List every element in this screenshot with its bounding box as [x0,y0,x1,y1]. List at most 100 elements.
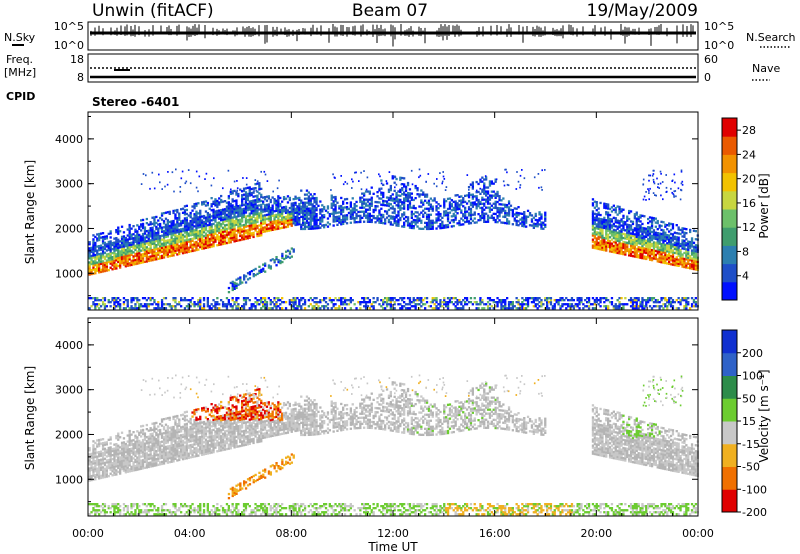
heatmap-cell [162,254,166,257]
heatmap-cell [612,234,615,238]
heatmap-cell [414,219,417,222]
heatmap-cell [521,224,524,228]
heatmap-cell [174,299,177,302]
heatmap-cell [380,213,383,216]
heatmap-cell [626,215,629,218]
heatmap-cell [624,253,627,256]
heatmap-cell [244,195,248,198]
heatmap-cell [244,229,248,232]
heatmap-cell [364,208,368,211]
heatmap-cell [645,227,648,230]
heatmap-cell [690,263,694,266]
heatmap-cell [485,192,488,195]
heatmap-cell [359,303,362,306]
heatmap-cell [239,204,242,207]
heatmap-cell [300,297,303,300]
heatmap-cell [315,215,318,218]
heatmap-cell [595,241,598,244]
heatmap-cell [216,224,219,227]
heatmap-cell [286,209,290,212]
heatmap-cell [643,247,646,250]
heatmap-cell [437,225,440,228]
heatmap-cell [256,299,259,302]
heatmap-cell [492,206,495,209]
heatmap-cell [414,223,417,226]
heatmap-cell [94,243,97,247]
heatmap-cell [218,211,221,214]
heatmap-cell [485,178,488,181]
heatmap-cell [168,240,171,244]
heatmap-cell [218,235,221,238]
heatmap-cell [113,267,116,270]
heatmap-cell [298,206,301,210]
heatmap-cell [652,243,656,246]
heatmap-cell [223,220,227,223]
heatmap-cell [159,216,162,220]
heatmap-cell [536,303,539,306]
heatmap-cell [128,227,131,231]
heatmap-cell [425,213,429,216]
heatmap-cell [292,307,295,310]
heatmap-cell [591,222,595,225]
heatmap-cell [526,301,530,304]
heatmap-cell [197,202,200,205]
heatmap-cell [591,216,595,219]
heatmap-cell [690,303,694,306]
heatmap-cell [208,237,211,241]
heatmap-cell [170,220,173,223]
heatmap-cell [467,200,471,203]
heatmap-cell [334,303,337,306]
heatmap-cell [176,225,179,228]
heatmap-cell [454,307,457,310]
heatmap-cell [620,230,623,233]
heatmap-cell [334,218,337,221]
heatmap-cell [385,210,389,213]
heatmap-cell [454,194,457,197]
heatmap-cell [208,207,211,210]
heatmap-cell [599,213,602,217]
heatmap-cell [648,248,652,251]
heatmap-cell [153,222,156,225]
heatmap-cell [363,301,366,304]
heatmap-cell [669,222,673,226]
heatmap-cell [282,222,286,225]
heatmap-cell [355,215,358,218]
heatmap-cell [685,248,688,251]
heatmap-cell [225,205,229,208]
heatmap-cell [342,301,345,304]
heatmap-cell [101,301,105,304]
heatmap-cell [656,250,659,253]
heatmap-cell [538,297,541,300]
heatmap-cell [168,226,171,230]
heatmap-cell [221,240,225,244]
heatmap-cell [227,203,230,206]
nsky-label: N.Sky [4,31,36,44]
heatmap-cell [140,237,143,240]
heatmap-cell [143,228,147,231]
heatmap-cell [235,193,238,196]
heatmap-cell [635,305,638,308]
heatmap-cell [626,243,629,246]
heatmap-cell [626,223,629,226]
heatmap-cell [511,211,514,214]
heatmap-cell [199,303,202,306]
heatmap-cell [486,192,490,195]
heatmap-cell [620,236,623,239]
heatmap-cell [88,269,91,272]
heatmap-cell [397,190,400,193]
heatmap-cell [628,238,631,241]
heatmap-cell [164,245,168,249]
heatmap-cell [605,237,608,240]
heatmap-cell [134,297,137,300]
heatmap-cell [343,307,347,310]
heatmap-cell [250,208,253,211]
heatmap-cell [628,240,631,243]
heatmap-cell [199,240,202,243]
heatmap-cell [465,216,469,219]
heatmap-cell [162,244,166,247]
heatmap-cell [393,217,396,221]
heatmap-cell [397,204,400,207]
heatmap-cell [119,250,122,253]
heatmap-cell [650,234,654,238]
heatmap-cell [98,245,101,248]
